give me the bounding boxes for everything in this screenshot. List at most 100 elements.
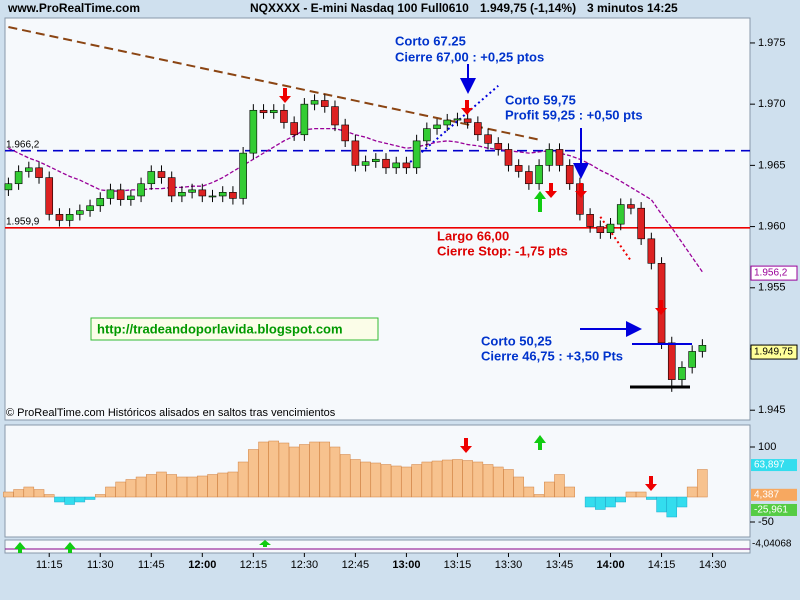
candle-body bbox=[627, 204, 635, 209]
candle-body bbox=[351, 140, 360, 166]
y-tick-label: 1.945 bbox=[758, 404, 786, 416]
oscillator-bar bbox=[595, 496, 606, 510]
candle-body bbox=[504, 149, 513, 166]
oscillator-bar bbox=[401, 466, 412, 498]
oscillator-bar bbox=[452, 459, 463, 498]
candle-body bbox=[514, 165, 523, 172]
plot: 1.9451.9501.9551.9601.9651.9701.97511:15… bbox=[3, 26, 798, 571]
candle-body bbox=[637, 207, 645, 240]
x-tick-label: 11:45 bbox=[138, 559, 165, 571]
y-tick-label: 100 bbox=[758, 441, 776, 453]
last-price: 1.949,75 (-1,14%) bbox=[480, 1, 576, 15]
oscillator-bar bbox=[156, 471, 167, 498]
candle-body bbox=[86, 205, 94, 211]
oscillator-bar bbox=[237, 461, 249, 498]
candle-body bbox=[35, 167, 43, 178]
oscillator-bar bbox=[523, 486, 535, 498]
oscillator-bar bbox=[54, 496, 65, 503]
candle-body bbox=[361, 161, 370, 166]
readout-box bbox=[751, 503, 797, 516]
x-tick-label: 11:15 bbox=[36, 559, 63, 571]
price-panel bbox=[4, 17, 751, 421]
candle-body bbox=[65, 214, 74, 221]
oscillator-bar bbox=[472, 461, 484, 498]
oscillator-bar bbox=[84, 496, 96, 500]
annotation: Corto 67.25 bbox=[395, 33, 466, 48]
oscillator-bar bbox=[125, 479, 137, 498]
signal-arrows bbox=[14, 88, 667, 553]
oscillator-bar bbox=[554, 474, 565, 498]
annotation: Corto 50,25 bbox=[481, 333, 552, 348]
oscillator-bar bbox=[676, 496, 688, 508]
candle-body bbox=[157, 171, 166, 178]
timeframe: 3 minutos 14:25 bbox=[587, 1, 678, 15]
annotation: Corto 59,75 bbox=[505, 92, 576, 107]
candle-body bbox=[4, 183, 13, 191]
oscillator-bar bbox=[697, 469, 708, 498]
candle-body bbox=[96, 198, 105, 207]
annotation: Profit 59,25 : +0,50 pts bbox=[505, 107, 643, 122]
oscillator-bar bbox=[309, 441, 320, 498]
candle-body bbox=[565, 165, 574, 185]
candle-body bbox=[545, 149, 554, 166]
candle-body bbox=[249, 109, 258, 154]
oscillator-bar bbox=[370, 462, 382, 498]
oscillator-bar bbox=[503, 469, 514, 498]
candle-body bbox=[453, 118, 462, 121]
candle-body bbox=[443, 119, 452, 126]
oscillator-bar bbox=[33, 489, 45, 498]
oscillator-bar bbox=[319, 441, 331, 498]
candle-body bbox=[535, 165, 543, 185]
candle-body bbox=[688, 351, 696, 368]
candle-body bbox=[14, 171, 23, 185]
candle-body bbox=[474, 122, 482, 136]
candle-body bbox=[331, 106, 339, 126]
candle-body bbox=[229, 192, 237, 199]
x-tick-label: 14:00 bbox=[596, 559, 624, 571]
oscillator-bar bbox=[13, 489, 24, 498]
bottom-panel bbox=[4, 539, 751, 554]
oscillator-bar bbox=[258, 441, 269, 498]
oscillator-bar bbox=[666, 496, 678, 518]
url[interactable]: http://tradeandoporlavida.blogspot.com bbox=[97, 321, 343, 336]
candle-body bbox=[55, 214, 64, 221]
y-tick-label: 1.955 bbox=[758, 282, 786, 294]
candle-body bbox=[259, 109, 268, 114]
oscillator-bar bbox=[339, 454, 351, 498]
oscillator-bar bbox=[227, 471, 239, 498]
bottom-readout: -4,04068 bbox=[752, 539, 792, 550]
candle-body bbox=[433, 124, 441, 129]
oscillator-bar bbox=[421, 461, 433, 498]
url-box bbox=[90, 317, 379, 341]
oscillator-bar bbox=[584, 496, 596, 508]
x-tick-label: 12:15 bbox=[240, 559, 268, 571]
x-tick-label: 12:45 bbox=[342, 559, 370, 571]
candle-body bbox=[300, 103, 309, 136]
oscillator-bar bbox=[74, 496, 86, 503]
oscillator-bar bbox=[390, 465, 402, 498]
oscillator-bar bbox=[3, 491, 14, 498]
oscillator-bar bbox=[656, 496, 667, 513]
candle-body bbox=[647, 238, 656, 264]
candle-body bbox=[310, 100, 319, 105]
price-label-box bbox=[750, 344, 798, 360]
annotation: Largo 66,00 bbox=[437, 228, 509, 243]
oscillator-bar bbox=[482, 464, 494, 498]
x-tick-label: 12:00 bbox=[188, 559, 216, 571]
oscillator-bar bbox=[146, 474, 157, 498]
candle-body bbox=[218, 192, 227, 197]
readout-label: 4,387 bbox=[754, 489, 779, 500]
x-tick-label: 11:30 bbox=[87, 559, 114, 571]
oscillator-bar bbox=[299, 444, 310, 498]
instrument: NQXXXX - E-mini Nasdaq 100 Full0610 bbox=[250, 1, 469, 15]
candle-body bbox=[698, 345, 707, 352]
candle-body bbox=[239, 152, 247, 199]
candle-body bbox=[45, 177, 54, 215]
oscillator-bar bbox=[411, 464, 422, 498]
candle-body bbox=[596, 226, 605, 233]
oscillator-bar bbox=[360, 461, 371, 498]
price-label-box bbox=[750, 265, 798, 281]
oscillator-bar bbox=[625, 491, 637, 498]
trend-line bbox=[405, 85, 499, 167]
